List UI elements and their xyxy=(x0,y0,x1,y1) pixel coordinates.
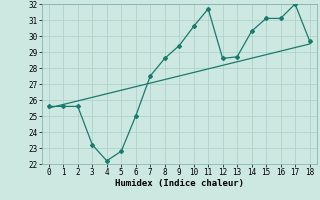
X-axis label: Humidex (Indice chaleur): Humidex (Indice chaleur) xyxy=(115,179,244,188)
